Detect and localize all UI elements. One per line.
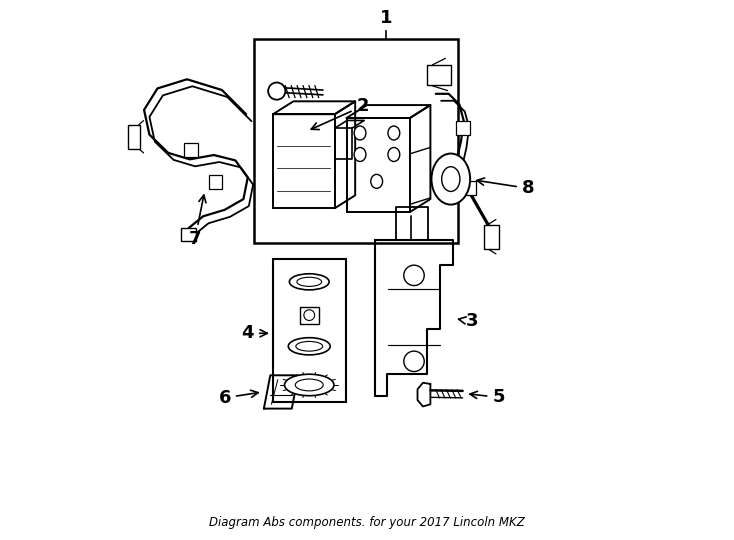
Circle shape [404,265,424,286]
Ellipse shape [354,126,366,140]
Ellipse shape [297,277,321,286]
Ellipse shape [442,167,460,192]
Bar [427,65,451,85]
Bar [299,307,319,323]
Ellipse shape [288,338,330,355]
Circle shape [268,83,286,100]
Text: 5: 5 [470,388,505,406]
Ellipse shape [388,147,400,161]
Bar [462,181,476,195]
Text: 2: 2 [311,97,369,130]
Text: 8: 8 [477,178,534,197]
Text: 7: 7 [189,195,206,248]
Ellipse shape [285,374,334,396]
Bar [456,120,470,134]
Bar [484,225,499,248]
Text: 3: 3 [459,313,478,330]
Text: 1: 1 [379,9,392,27]
Bar [254,39,458,243]
Circle shape [404,351,424,372]
Bar [208,176,222,190]
Text: 4: 4 [241,325,267,342]
Text: 6: 6 [219,389,258,407]
Text: Diagram Abs components. for your 2017 Lincoln MKZ: Diagram Abs components. for your 2017 Li… [209,516,525,529]
Bar [184,143,197,157]
Circle shape [304,310,315,321]
Ellipse shape [295,379,323,391]
Bar [181,228,196,241]
Ellipse shape [354,147,366,161]
Bar [128,125,140,148]
Ellipse shape [388,126,400,140]
Ellipse shape [432,153,470,205]
Ellipse shape [296,341,323,351]
Bar [273,259,346,402]
Ellipse shape [371,174,382,188]
Ellipse shape [289,274,329,290]
